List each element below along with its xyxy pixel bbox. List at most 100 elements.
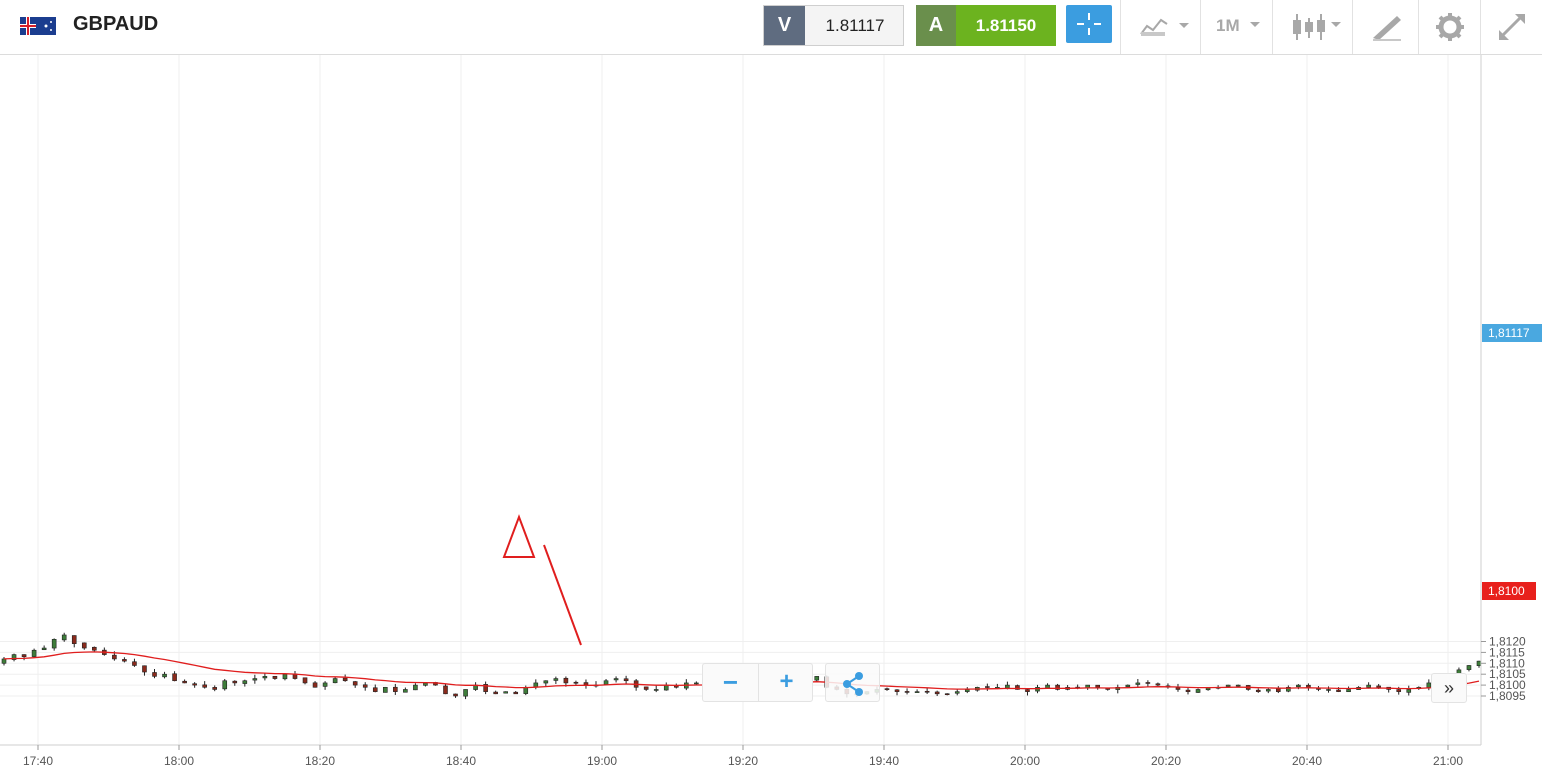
- candle-down: [71, 635, 77, 644]
- candle-up: [463, 689, 468, 697]
- y-tick-label: 1,8105: [1489, 667, 1526, 681]
- candle-up: [61, 634, 67, 641]
- candle-up: [603, 680, 609, 685]
- candle-down: [643, 686, 649, 690]
- candlestick-icon: [1293, 14, 1341, 40]
- candle-down: [483, 684, 488, 692]
- candle-down: [212, 687, 218, 690]
- candle-down: [92, 646, 97, 651]
- candle-up: [1286, 686, 1291, 692]
- fullscreen-button[interactable]: [1480, 0, 1542, 54]
- candle-down: [362, 684, 368, 688]
- candle-up: [553, 678, 559, 681]
- candle-up: [41, 647, 47, 651]
- candle-down: [1015, 685, 1020, 690]
- share-icon: [843, 672, 863, 696]
- top-toolbar: GBPAUD V 1.81117 A 1.81150 1M: [0, 0, 1542, 55]
- chart-type-icon: [1140, 18, 1189, 36]
- candle-up: [31, 649, 37, 657]
- moving-average-price-tag: 1,8100: [1482, 582, 1536, 600]
- drawing-tools-button[interactable]: [1352, 0, 1419, 54]
- candle-down: [513, 691, 519, 695]
- x-tick-label: 19:00: [587, 754, 617, 768]
- candle-down: [142, 665, 147, 673]
- candle-up: [814, 676, 820, 681]
- x-axis-labels: 17:40 18:00 18:20 18:40 19:00 19:20 19:40 20:00…: [23, 745, 1463, 768]
- candle-up: [1326, 689, 1331, 691]
- candle-up: [1265, 689, 1271, 692]
- candle-down: [1025, 689, 1030, 692]
- candle-up: [1195, 689, 1201, 693]
- buy-label: A: [916, 5, 956, 46]
- candle-down: [1336, 689, 1341, 692]
- candle-down: [172, 673, 177, 682]
- candle-up: [51, 639, 57, 649]
- sell-price-button[interactable]: V 1.81117: [763, 5, 904, 46]
- instrument-symbol: GBPAUD: [73, 13, 159, 35]
- candle-up: [242, 680, 248, 684]
- candle-up: [954, 691, 960, 694]
- candle-up: [332, 678, 338, 684]
- candle-up: [1346, 689, 1351, 693]
- candle-down: [443, 685, 448, 695]
- buy-price-button[interactable]: A 1.81150: [916, 5, 1056, 46]
- candle-down: [884, 688, 890, 690]
- candle-down: [623, 678, 629, 682]
- chart-axes: [0, 55, 1482, 746]
- candle-down: [934, 691, 940, 695]
- scroll-to-latest-button[interactable]: »: [1431, 673, 1467, 703]
- drawing-annotations: [502, 514, 582, 646]
- candle-up: [1135, 682, 1141, 685]
- candle-up: [1406, 689, 1412, 693]
- crosshair-icon: [1077, 13, 1101, 35]
- candle-down: [573, 681, 579, 684]
- y-tick-label: 1,8095: [1489, 689, 1526, 703]
- candle-down: [232, 680, 238, 684]
- y-tick-label: 1,8100: [1489, 678, 1526, 692]
- settings-button[interactable]: [1418, 0, 1481, 54]
- crosshair-button[interactable]: [1066, 5, 1112, 43]
- y-tick-label: 1,8110: [1489, 656, 1525, 670]
- gb-au-flag-icon: [20, 17, 56, 35]
- x-tick-label: 19:40: [869, 754, 899, 768]
- sell-price: 1.81117: [825, 16, 885, 35]
- candle-down: [393, 686, 398, 692]
- candle-down: [272, 675, 278, 679]
- candle-down: [924, 690, 930, 693]
- candle-up: [503, 691, 509, 694]
- triangle-drawing: [502, 514, 536, 558]
- current-price-tag: 1,81117: [1482, 324, 1542, 342]
- candle-down: [1155, 683, 1161, 686]
- x-tick-label: 20:00: [1010, 754, 1040, 768]
- candle-down: [152, 672, 157, 677]
- share-button[interactable]: [825, 663, 880, 702]
- timeframe-label: 1M: [1216, 16, 1240, 35]
- candle-down: [352, 681, 358, 686]
- timeframe-dropdown[interactable]: 1M: [1200, 0, 1273, 54]
- zoom-controls: − +: [702, 663, 813, 702]
- candle-up: [1045, 684, 1050, 689]
- candle-down: [1145, 682, 1151, 684]
- candle-down: [1306, 684, 1311, 688]
- candle-up: [1225, 684, 1231, 687]
- zoom-out-button[interactable]: −: [722, 667, 739, 697]
- candle-up: [403, 689, 408, 693]
- candle-down: [563, 677, 569, 684]
- candle-down: [81, 642, 87, 649]
- sell-label: V: [764, 6, 805, 45]
- chart-grid: [0, 55, 1481, 745]
- fullscreen-icon: [1499, 13, 1525, 40]
- candle-style-button[interactable]: [1272, 0, 1353, 54]
- x-tick-label: 17:40: [23, 754, 53, 768]
- candle-down: [21, 654, 27, 658]
- settings-icon: [1436, 13, 1464, 41]
- candle-down: [342, 677, 348, 682]
- drawing-tools-icon: [1373, 16, 1401, 41]
- candle-up: [252, 678, 258, 681]
- chart-type-button[interactable]: [1120, 0, 1201, 54]
- candle-down: [1376, 685, 1381, 688]
- zoom-in-button[interactable]: +: [758, 664, 814, 701]
- candle-up: [1366, 684, 1371, 688]
